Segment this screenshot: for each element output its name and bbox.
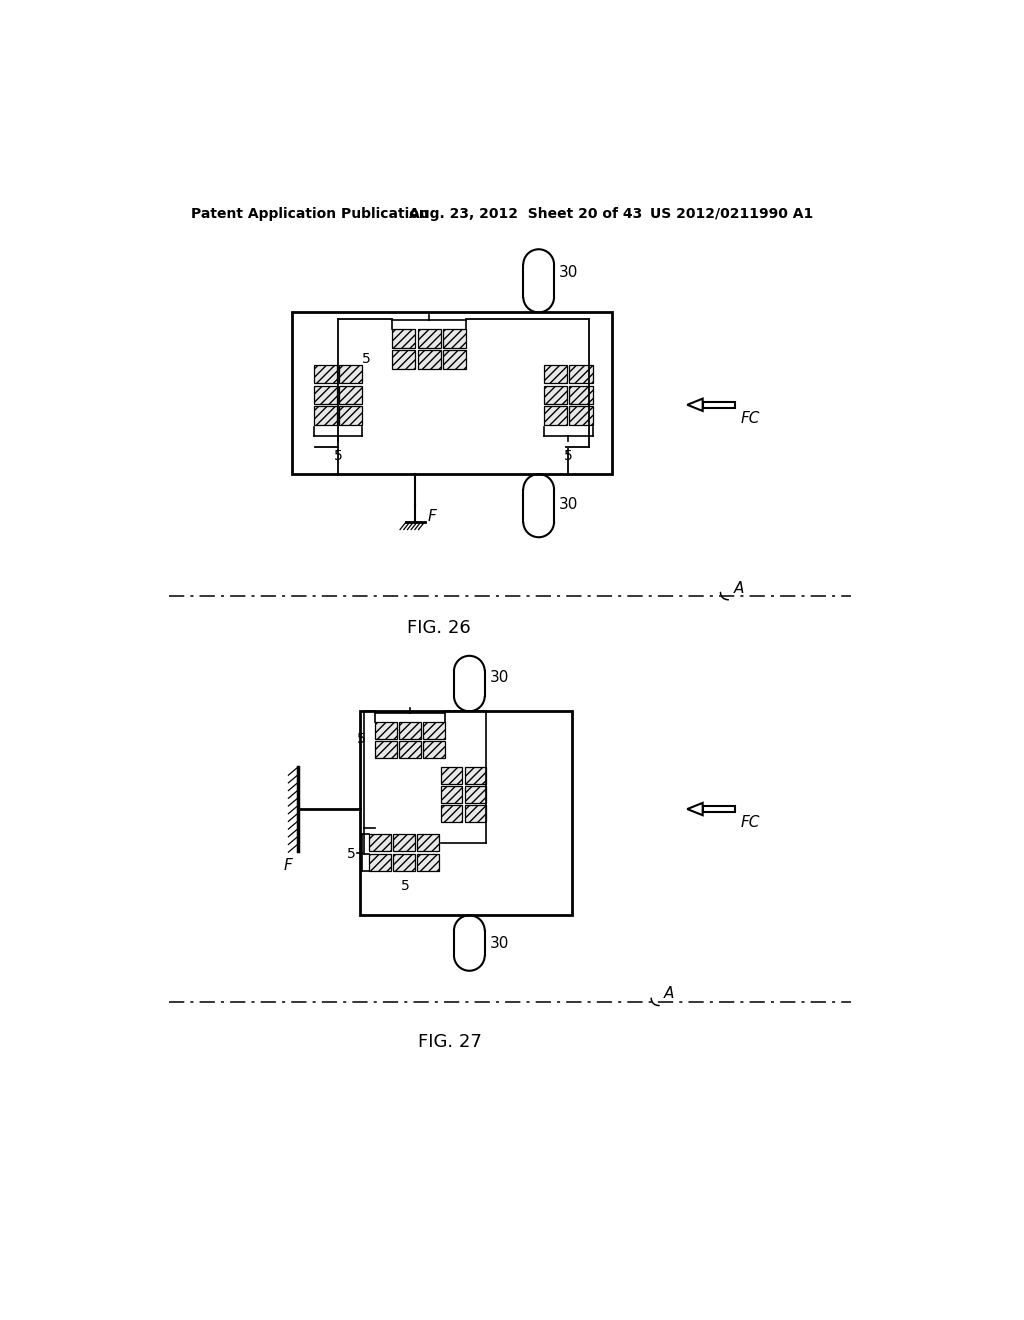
- Polygon shape: [687, 399, 702, 411]
- Bar: [313, 385, 337, 404]
- Bar: [441, 767, 463, 784]
- Text: F: F: [284, 858, 292, 873]
- Bar: [569, 385, 593, 404]
- Bar: [313, 364, 337, 383]
- Text: Patent Application Publication: Patent Application Publication: [190, 207, 428, 220]
- Bar: [339, 385, 362, 404]
- Text: 30: 30: [559, 498, 579, 512]
- Bar: [544, 364, 567, 383]
- Bar: [569, 407, 593, 425]
- Bar: [544, 385, 567, 404]
- Text: FIG. 26: FIG. 26: [407, 619, 470, 638]
- Bar: [392, 350, 416, 368]
- Bar: [443, 330, 466, 348]
- Bar: [423, 742, 444, 758]
- Bar: [454, 672, 484, 696]
- Bar: [417, 834, 438, 851]
- Text: 30: 30: [489, 936, 509, 950]
- Text: 5: 5: [564, 449, 572, 463]
- Polygon shape: [687, 803, 702, 816]
- Text: Aug. 23, 2012  Sheet 20 of 43: Aug. 23, 2012 Sheet 20 of 43: [410, 207, 642, 220]
- Bar: [339, 364, 362, 383]
- Bar: [443, 350, 466, 368]
- Bar: [465, 785, 486, 803]
- Bar: [465, 767, 486, 784]
- Bar: [313, 407, 337, 425]
- Bar: [376, 722, 397, 739]
- Bar: [417, 854, 438, 871]
- Bar: [702, 401, 735, 408]
- Bar: [465, 805, 486, 822]
- Bar: [418, 330, 441, 348]
- Bar: [454, 931, 484, 956]
- Text: 5: 5: [400, 879, 410, 894]
- Bar: [441, 785, 463, 803]
- Bar: [441, 805, 463, 822]
- Bar: [370, 834, 391, 851]
- Text: 5: 5: [347, 846, 355, 861]
- Text: F: F: [428, 510, 436, 524]
- Text: 5: 5: [357, 733, 367, 746]
- Text: US 2012/0211990 A1: US 2012/0211990 A1: [650, 207, 813, 220]
- Text: FC: FC: [740, 816, 760, 830]
- Bar: [399, 722, 421, 739]
- Bar: [544, 407, 567, 425]
- Bar: [569, 364, 593, 383]
- Bar: [418, 350, 441, 368]
- Bar: [292, 313, 611, 474]
- Bar: [392, 330, 416, 348]
- Bar: [393, 834, 415, 851]
- Text: 5: 5: [334, 449, 342, 463]
- Text: 5: 5: [362, 352, 371, 367]
- Bar: [423, 722, 444, 739]
- Text: A: A: [665, 986, 675, 1002]
- Text: 30: 30: [489, 669, 509, 685]
- Bar: [370, 854, 391, 871]
- Bar: [393, 854, 415, 871]
- Bar: [702, 807, 735, 812]
- Text: FC: FC: [740, 411, 760, 426]
- Bar: [523, 490, 554, 521]
- Bar: [339, 407, 362, 425]
- Text: A: A: [733, 581, 743, 595]
- Bar: [523, 265, 554, 297]
- Text: 30: 30: [559, 265, 579, 280]
- Bar: [376, 742, 397, 758]
- Bar: [360, 711, 571, 915]
- Bar: [399, 742, 421, 758]
- Text: FIG. 27: FIG. 27: [418, 1034, 482, 1051]
